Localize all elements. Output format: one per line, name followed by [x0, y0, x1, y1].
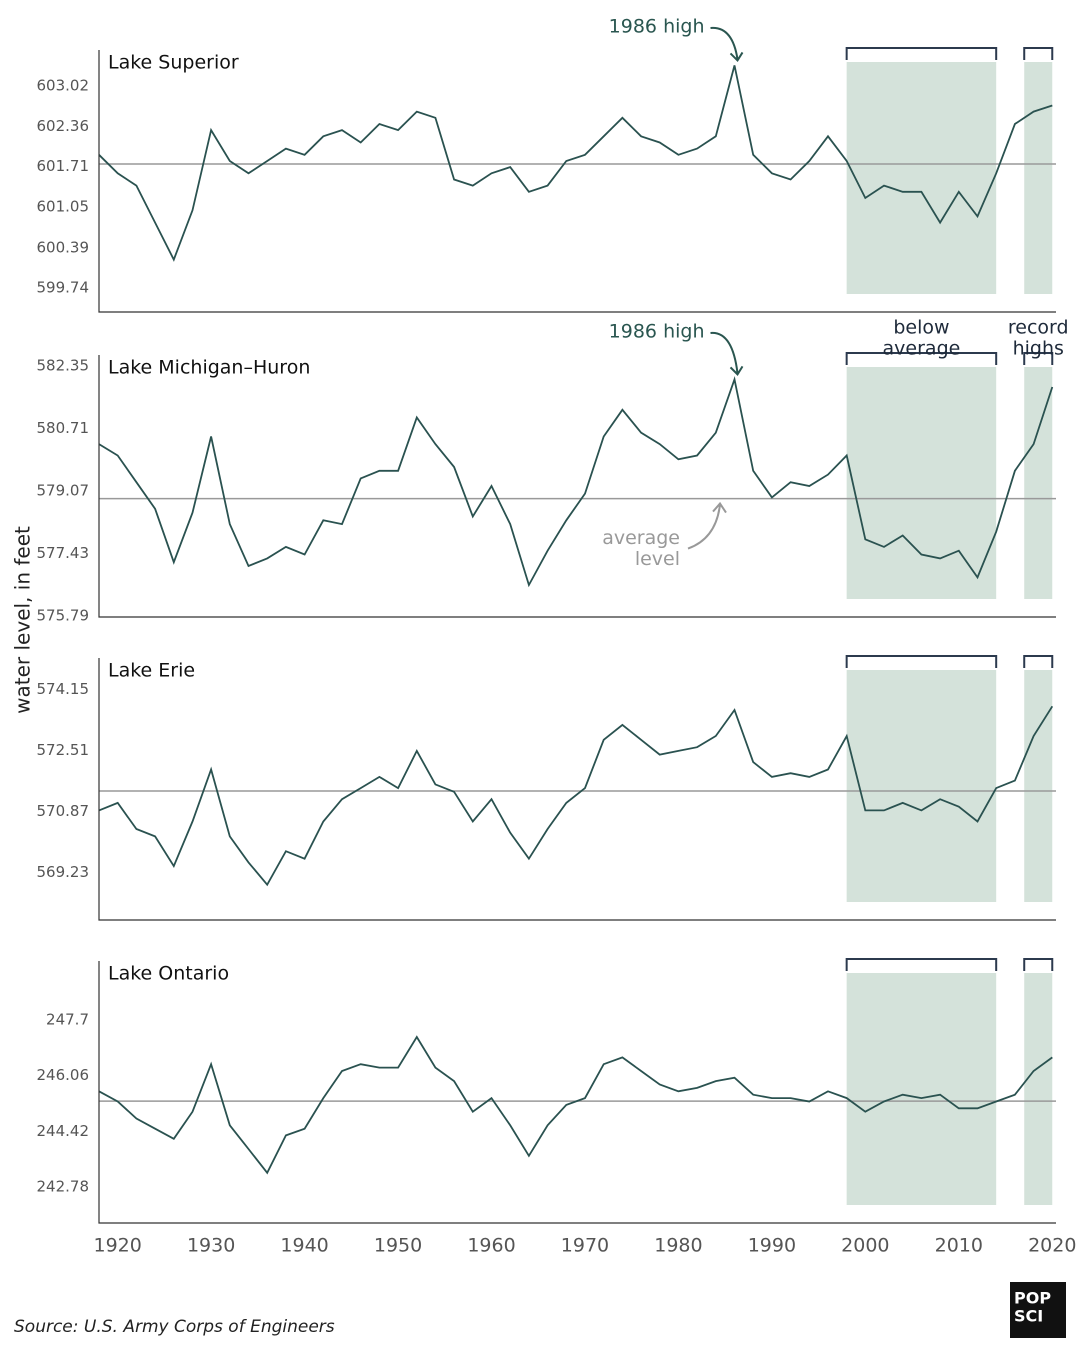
- bracket-label: record: [1008, 317, 1069, 339]
- annotation: 1986 high: [609, 321, 705, 343]
- axis: [98, 50, 1056, 313]
- y-tick-label: 602.36: [37, 117, 90, 135]
- bracket: [1023, 655, 1054, 668]
- y-tick-label: 603.02: [37, 76, 90, 94]
- annotation: 1986 high: [609, 16, 705, 38]
- y-tick-label: 599.74: [37, 278, 90, 296]
- bracket: [1023, 958, 1054, 971]
- axis: [98, 961, 1056, 1224]
- y-tick-label: 247.7: [46, 1011, 89, 1029]
- annotation-arrow: [710, 331, 744, 376]
- panel-title: Lake Michigan–Huron: [108, 357, 310, 379]
- average-label: average: [602, 527, 680, 549]
- bracket: [845, 655, 998, 668]
- y-tick-label: 570.87: [37, 802, 90, 820]
- source: Source: U.S. Army Corps of Engineers: [14, 1317, 335, 1337]
- y-tick-label: 575.79: [37, 606, 90, 624]
- logo-text: POP: [1014, 1289, 1051, 1308]
- logo-box: [1010, 1282, 1066, 1338]
- x-tick-label: 1970: [561, 1235, 609, 1257]
- shaded-region: [846, 367, 997, 599]
- panel-title: Lake Superior: [108, 52, 239, 74]
- logo-text: SCI: [1014, 1307, 1043, 1326]
- x-tick-label: 1940: [280, 1235, 328, 1257]
- x-tick-label: 2000: [841, 1235, 889, 1257]
- water-level-line: [98, 705, 1054, 887]
- x-tick-label: 1990: [748, 1235, 796, 1257]
- x-tick-label: 1920: [94, 1235, 142, 1257]
- y-tick-label: 572.51: [37, 741, 90, 759]
- average-label: level: [635, 548, 680, 570]
- y-tick-label: 569.23: [37, 863, 90, 881]
- shaded-region: [846, 62, 997, 294]
- bracket: [845, 47, 998, 60]
- y-tick-label: 242.78: [37, 1178, 90, 1196]
- y-tick-label: 601.05: [37, 198, 90, 216]
- water-level-line: [98, 65, 1053, 262]
- bracket: [1023, 352, 1054, 365]
- shaded-region: [1024, 670, 1053, 902]
- x-tick-label: 1980: [654, 1235, 702, 1257]
- shaded-region: [1024, 973, 1053, 1205]
- y-tick-label: 582.35: [37, 357, 90, 375]
- x-tick-label: 2020: [1028, 1235, 1076, 1257]
- x-tick-label: 1930: [187, 1235, 235, 1257]
- x-tick-label: 1950: [374, 1235, 422, 1257]
- axis: [98, 355, 1056, 618]
- axis: [98, 658, 1056, 921]
- y-tick-label: 246.06: [37, 1066, 90, 1084]
- panel-title: Lake Erie: [108, 660, 195, 682]
- bracket-label: below: [893, 317, 949, 339]
- bracket: [1023, 47, 1054, 60]
- y-tick-label: 244.42: [37, 1122, 90, 1140]
- annotation-arrow: [710, 26, 744, 63]
- y-tick-label: 574.15: [37, 680, 90, 698]
- water-level-line: [98, 376, 1054, 588]
- x-tick-label: 1960: [467, 1235, 515, 1257]
- shaded-region: [1024, 62, 1053, 294]
- y-tick-label: 580.71: [37, 419, 90, 437]
- x-tick-label: 2010: [935, 1235, 983, 1257]
- y-tick-label: 600.39: [37, 238, 90, 256]
- bracket: [845, 352, 998, 365]
- y-axis-label: water level, in feet: [11, 526, 35, 714]
- shaded-region: [846, 670, 997, 902]
- y-tick-label: 601.71: [37, 157, 90, 175]
- shaded-region: [1024, 367, 1053, 599]
- shaded-region: [846, 973, 997, 1205]
- average-arrow: [687, 501, 727, 550]
- y-tick-label: 579.07: [37, 481, 90, 499]
- bracket-label: highs: [1013, 338, 1064, 360]
- bracket-label: average: [883, 338, 961, 360]
- y-tick-label: 577.43: [37, 544, 90, 562]
- water-level-line: [98, 1035, 1053, 1175]
- bracket: [845, 958, 998, 971]
- panel-title: Lake Ontario: [108, 963, 229, 985]
